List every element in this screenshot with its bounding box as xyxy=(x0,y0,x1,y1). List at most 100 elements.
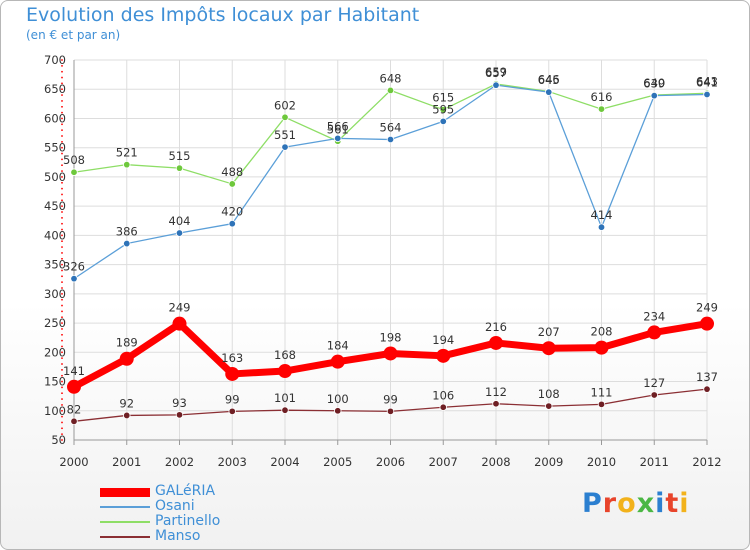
y-tick-label: 600 xyxy=(44,111,66,125)
data-point xyxy=(703,385,711,393)
data-point xyxy=(439,117,447,126)
data-label: 101 xyxy=(274,391,296,405)
y-tick-label: 100 xyxy=(44,404,66,418)
legend-label: Manso xyxy=(155,528,201,544)
data-label: 521 xyxy=(116,146,138,160)
data-label: 645 xyxy=(538,73,560,87)
data-label: 615 xyxy=(432,91,454,105)
data-point xyxy=(386,407,395,416)
data-point xyxy=(281,406,289,414)
data-label: 207 xyxy=(538,325,560,339)
data-point xyxy=(123,239,131,248)
data-label: 551 xyxy=(274,128,296,142)
x-tick-label: 2001 xyxy=(112,455,141,469)
data-label: 659 xyxy=(485,65,507,79)
data-label: 208 xyxy=(591,325,613,339)
data-label: 168 xyxy=(274,348,296,362)
data-label: 326 xyxy=(63,260,85,274)
data-label: 404 xyxy=(169,214,191,228)
y-tick-label: 300 xyxy=(44,287,66,301)
data-label: 127 xyxy=(643,376,665,390)
logo-letter: r xyxy=(602,488,618,519)
data-point xyxy=(650,91,658,100)
data-label: 595 xyxy=(432,102,454,116)
data-label: 137 xyxy=(696,370,718,384)
data-point xyxy=(700,316,714,331)
y-tick-label: 650 xyxy=(44,82,66,96)
data-label: 564 xyxy=(380,121,402,135)
data-point xyxy=(119,351,134,366)
data-label: 488 xyxy=(221,165,243,179)
data-label: 508 xyxy=(63,153,85,167)
legend-swatch xyxy=(100,487,150,497)
x-tick-label: 2008 xyxy=(481,455,510,469)
data-point xyxy=(489,335,503,350)
x-tick-label: 2002 xyxy=(165,455,194,469)
logo-letter: i xyxy=(655,488,666,519)
data-label: 189 xyxy=(116,336,138,350)
data-point xyxy=(175,411,184,419)
data-label: 216 xyxy=(485,320,507,334)
data-label: 99 xyxy=(225,392,240,406)
data-label: 646 xyxy=(538,73,560,87)
data-label: 92 xyxy=(119,396,134,410)
data-point xyxy=(281,113,289,121)
y-tick-label: 50 xyxy=(51,433,66,447)
data-label: 234 xyxy=(643,309,665,323)
data-point xyxy=(281,143,289,151)
data-label: 82 xyxy=(67,402,82,416)
data-point xyxy=(386,135,395,144)
data-point xyxy=(123,411,131,420)
data-label: 641 xyxy=(696,75,718,89)
logo-letter: x xyxy=(636,488,656,519)
x-tick-label: 2003 xyxy=(218,455,247,469)
x-tick-label: 2010 xyxy=(587,455,616,469)
data-point xyxy=(439,105,447,114)
y-tick-label: 150 xyxy=(44,375,66,389)
data-point xyxy=(383,346,398,361)
data-point xyxy=(70,417,78,425)
data-label: 414 xyxy=(591,208,613,222)
legend-label: GALéRIA xyxy=(155,483,216,499)
data-label: 100 xyxy=(327,392,349,406)
x-tick-label: 2004 xyxy=(270,455,299,469)
data-point xyxy=(439,403,447,411)
data-point xyxy=(597,105,606,113)
data-point xyxy=(330,354,345,369)
logo-letter: i xyxy=(679,488,690,519)
data-label: 112 xyxy=(485,385,507,399)
data-point xyxy=(545,402,553,410)
data-point xyxy=(123,160,131,169)
legend-swatch xyxy=(100,521,150,523)
data-point xyxy=(597,223,606,231)
x-tick-label: 2012 xyxy=(692,455,721,469)
data-label: 99 xyxy=(383,392,398,406)
data-point xyxy=(70,168,78,176)
data-label: 616 xyxy=(591,90,613,104)
data-point xyxy=(70,274,78,283)
data-point xyxy=(545,88,553,96)
x-tick-label: 2006 xyxy=(376,455,405,469)
data-point xyxy=(334,407,342,415)
y-tick-label: 400 xyxy=(44,228,66,242)
data-label: 184 xyxy=(327,339,349,353)
data-label: 194 xyxy=(432,333,454,347)
legend-swatch xyxy=(100,536,150,538)
y-tick-label: 550 xyxy=(44,141,66,155)
data-label: 108 xyxy=(538,387,560,401)
data-point xyxy=(436,348,451,363)
logo-letter: o xyxy=(617,488,637,519)
data-point xyxy=(597,400,606,409)
data-label: 639 xyxy=(643,77,665,91)
data-label: 515 xyxy=(169,149,191,163)
data-label: 163 xyxy=(221,351,243,365)
data-label: 249 xyxy=(169,301,191,315)
logo-letter: t xyxy=(665,488,680,519)
x-tick-label: 2011 xyxy=(640,455,669,469)
data-label: 249 xyxy=(696,301,718,315)
data-point xyxy=(650,391,658,399)
data-label: 111 xyxy=(591,385,613,399)
data-point xyxy=(228,407,236,416)
legend-label: Osani xyxy=(155,498,195,514)
data-point xyxy=(67,379,81,394)
